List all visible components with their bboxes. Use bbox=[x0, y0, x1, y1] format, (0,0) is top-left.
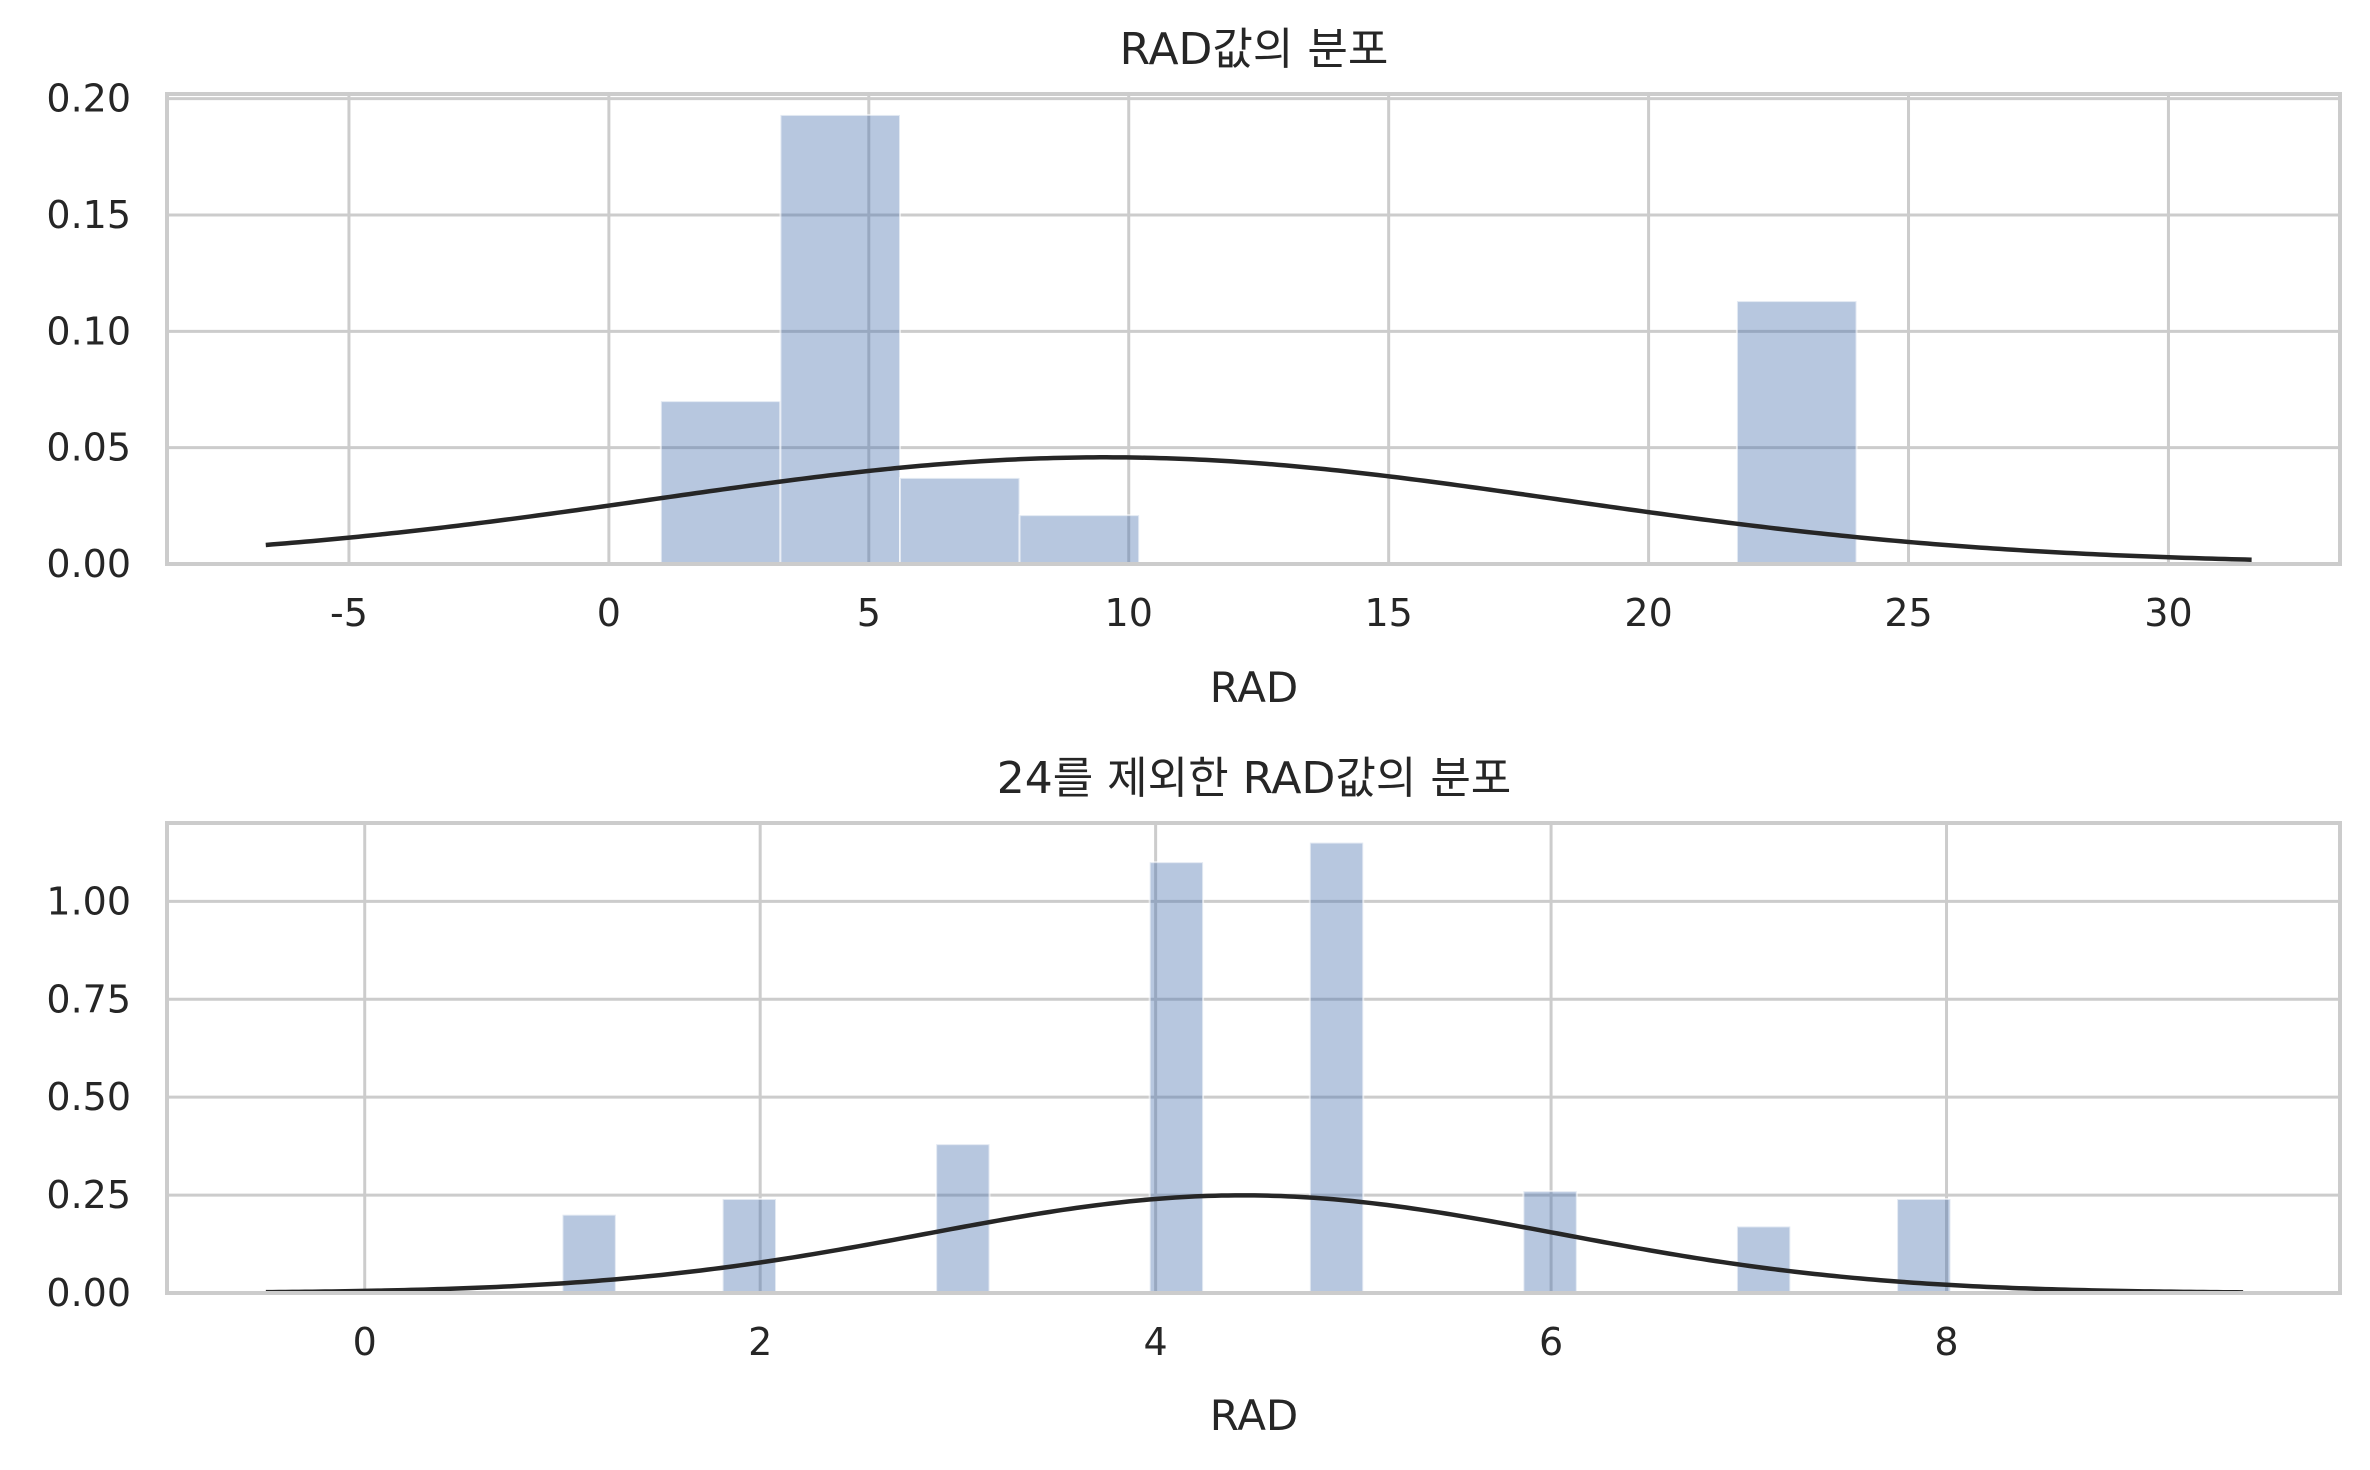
x-tick-label: 10 bbox=[1105, 591, 1153, 635]
histogram-bar bbox=[1522, 1190, 1578, 1294]
y-tick-label: 1.00 bbox=[46, 879, 131, 923]
x-tick-label: 4 bbox=[1144, 1320, 1168, 1364]
histogram-bar bbox=[779, 113, 901, 566]
plot-frame bbox=[165, 821, 2342, 1295]
x-tick-label: 6 bbox=[1539, 1320, 1563, 1364]
chart-title: RAD값의 분포 bbox=[1120, 24, 1389, 75]
rad-distribution-plot: RAD값의 분포 -5 0 5 10 15 20 25 30 0.00 0.05 0.10 0.15… bbox=[46, 24, 2342, 712]
x-tick-label: 25 bbox=[1884, 591, 1932, 635]
y-tick-label: 0.25 bbox=[46, 1173, 131, 1217]
y-tick-label: 0.15 bbox=[46, 193, 131, 237]
histogram-bar bbox=[1308, 841, 1365, 1294]
y-tick-label: 0.20 bbox=[46, 77, 131, 121]
normal-fit-curve bbox=[265, 1193, 2244, 1295]
y-tick-label: 0.00 bbox=[46, 542, 131, 586]
y-tick-label: 0.75 bbox=[46, 977, 131, 1021]
y-tick-label: 0.00 bbox=[46, 1271, 131, 1315]
x-tick-label: 5 bbox=[857, 591, 881, 635]
chart-title: 24를 제외한 RAD값의 분포 bbox=[997, 753, 1512, 804]
histogram-bar bbox=[1148, 861, 1205, 1295]
y-tick-label: 0.10 bbox=[46, 309, 131, 353]
x-axis-label: RAD bbox=[1210, 663, 1299, 712]
x-tick-label: -5 bbox=[330, 591, 368, 635]
histogram-bar bbox=[1018, 514, 1141, 565]
plot-frame bbox=[165, 92, 2342, 566]
x-tick-label: 0 bbox=[353, 1320, 377, 1364]
histogram-bar bbox=[721, 1198, 777, 1294]
histogram-bar bbox=[1735, 1225, 1792, 1294]
rad-excluding-24-distribution-plot: 24를 제외한 RAD값의 분포 0 2 4 6 8 0.00 0.25 0.50 0.75 1… bbox=[46, 753, 2342, 1440]
x-tick-label: 20 bbox=[1624, 591, 1672, 635]
y-tick-label: 0.05 bbox=[46, 426, 131, 470]
x-axis-label: RAD bbox=[1210, 1391, 1299, 1440]
x-tick-label: 8 bbox=[1934, 1320, 1958, 1364]
x-tick-label: 15 bbox=[1364, 591, 1412, 635]
histogram-bar bbox=[935, 1143, 991, 1294]
y-tick-label: 0.50 bbox=[46, 1075, 131, 1119]
x-tick-label: 30 bbox=[2144, 591, 2192, 635]
x-tick-label: 2 bbox=[748, 1320, 772, 1364]
histogram-bar bbox=[1735, 300, 1858, 565]
histogram-bar bbox=[898, 476, 1021, 565]
normal-fit-curve bbox=[265, 455, 2252, 562]
x-tick-label: 0 bbox=[597, 591, 621, 635]
histogram-bar bbox=[1896, 1198, 1952, 1294]
